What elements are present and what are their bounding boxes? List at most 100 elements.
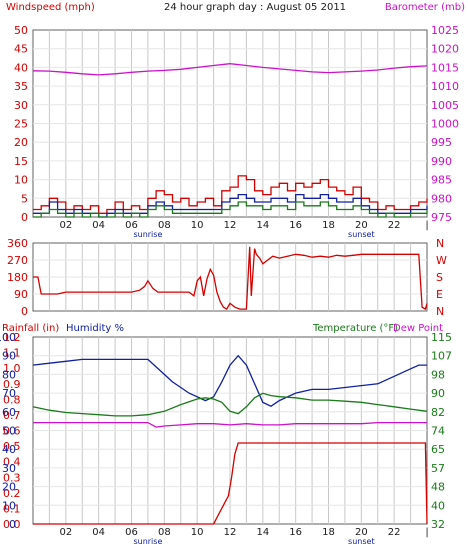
wind-panel-right-tick-label: 1025: [431, 24, 459, 37]
climate-panel-humidity-tick-label: 80: [2, 368, 16, 381]
wind-panel-x-tick-label: 04: [92, 220, 105, 231]
wind-panel-right-tick-label: 975: [431, 211, 452, 224]
wind-panel-x-tick-label: 06: [125, 220, 138, 231]
climate-panel-series-0: [32, 354, 427, 407]
wind-panel-left-tick-label: 35: [14, 80, 28, 93]
climate-panel-humidity-tick-label: 20: [2, 481, 16, 494]
direction-panel-right-tick-label: N: [436, 237, 444, 250]
climate-panel-temp-tick-label: 98: [431, 368, 445, 381]
climate-panel-humidity-tick-label: 10: [2, 499, 16, 512]
barometer-axis-title: Barometer (mb): [385, 2, 465, 13]
wind-panel-series-0: [33, 175, 428, 214]
climate-panel-x-tick-label: 10: [191, 527, 204, 538]
wind-panel-right-tick-label: 980: [431, 192, 452, 205]
wind-panel-x-tick-label: 02: [59, 220, 72, 231]
wind-panel-left-tick-label: 5: [21, 192, 28, 205]
wind-panel-x-tick-label: 18: [322, 220, 335, 231]
climate-panel-temp-tick-label: 65: [431, 443, 445, 456]
climate-panel-x-tick-label: 08: [158, 527, 171, 538]
wind-panel-right-tick-label: 1020: [431, 43, 459, 56]
wind-panel-left-tick-label: 50: [14, 24, 28, 37]
climate-panel-humidity-tick-label: 0: [9, 518, 16, 531]
wind-panel-right-tick-label: 995: [431, 136, 452, 149]
wind-panel-left-tick-label: 0: [21, 211, 28, 224]
climate-panel-rain-tick-label: 0.6: [3, 425, 21, 438]
wind-panel-left-tick-label: 45: [14, 43, 28, 56]
wind-panel-right-tick-label: 985: [431, 174, 452, 187]
climate-panel-temp-tick-label: 40: [431, 499, 445, 512]
climate-panel-humidity-tick-label: 30: [2, 462, 16, 475]
climate-panel-x-tick-label: 16: [289, 527, 302, 538]
direction-panel-left-tick-label: 90: [14, 288, 28, 301]
chart-title: 24 hour graph day : August 05 2011: [164, 2, 346, 13]
climate-panel-rain-tick-label: 1.2: [3, 331, 21, 344]
climate-panel-x-tick-label: 20: [355, 527, 368, 538]
climate-panel-rain-tick-label: 1.1: [3, 347, 21, 360]
climate-panel-rain-tick-label: 0.9: [3, 378, 21, 391]
climate-panel-x-tick-label: 18: [322, 527, 335, 538]
climate-panel-humidity-tick-label: 100: [0, 331, 16, 344]
climate-panel-rain-tick-label: 0.4: [3, 456, 21, 469]
wind-panel-left-tick-label: 40: [14, 61, 28, 74]
temperature-axis-title: Temperature (°F): [312, 323, 398, 334]
climate-panel-temp-tick-label: 82: [431, 406, 445, 419]
climate-panel-rain-tick-label: 1.0: [3, 362, 21, 375]
direction-panel-right-tick-label: S: [436, 271, 443, 284]
wind-panel-right-tick-label: 1000: [431, 118, 459, 131]
climate-panel-rain-tick-label: 0.2: [3, 487, 21, 500]
wind-panel-sunrise-label: sunrise: [133, 230, 162, 239]
wind-panel-left-tick-label: 25: [14, 118, 28, 131]
climate-panel-temp-tick-label: 74: [431, 425, 445, 438]
climate-panel-x-end-marker: |: [425, 527, 428, 538]
wind-panel-x-tick-label: 12: [224, 220, 237, 231]
climate-panel-temp-tick-label: 57: [431, 462, 445, 475]
climate-panel-rain-tick-label: 0.3: [3, 471, 21, 484]
climate-panel-rain-tick-label: 0.7: [3, 409, 21, 422]
wind-panel-x-tick-label: 16: [289, 220, 302, 231]
climate-panel-series-2: [33, 421, 427, 428]
wind-panel-sunset-label: sunset: [348, 230, 375, 239]
wind-panel-series-2: [33, 201, 428, 218]
climate-panel-sunset-label: sunset: [348, 537, 375, 546]
climate-panel-x-tick-label: 14: [256, 527, 269, 538]
climate-panel-temp-tick-label: 90: [431, 387, 445, 400]
climate-panel-temp-tick-label: 32: [431, 518, 445, 531]
climate-panel-rain-tick-label: 0.5: [3, 440, 21, 453]
climate-panel-humidity-tick-label: 40: [2, 443, 16, 456]
climate-panel-x-tick-label: 12: [224, 527, 237, 538]
humidity-axis-title: Humidity %: [66, 323, 124, 334]
wind-panel-right-tick-label: 1010: [431, 80, 459, 93]
direction-panel-left-tick-label: 180: [7, 271, 28, 284]
climate-panel-rain-tick-label: 0.0: [3, 518, 21, 531]
climate-panel-temp-tick-label: 115: [431, 331, 452, 344]
climate-panel-temp-tick-label: 107: [431, 350, 452, 363]
climate-panel-x-tick-label: 02: [59, 527, 72, 538]
wind-panel-right-tick-label: 990: [431, 155, 452, 168]
direction-panel-left-tick-label: 360: [7, 237, 28, 250]
wind-panel-x-tick-label: 10: [191, 220, 204, 231]
wind-panel-right-tick-label: 1005: [431, 99, 459, 112]
direction-panel-right-tick-label: W: [436, 254, 447, 267]
dewpoint-axis-title: Dew Point: [393, 323, 443, 334]
wind-panel-series-3: [32, 63, 428, 76]
wind-panel-left-tick-label: 10: [14, 174, 28, 187]
climate-panel-rain-tick-label: 0.8: [3, 393, 21, 406]
climate-panel-sunrise-label: sunrise: [133, 537, 162, 546]
direction-panel-right-tick-label: E: [436, 288, 443, 301]
rainfall-axis-title: Rainfall (in): [2, 323, 59, 334]
climate-panel-humidity-tick-label: 90: [2, 350, 16, 363]
direction-panel-right-tick-label: N: [436, 305, 444, 318]
climate-panel-temp-tick-label: 48: [431, 481, 445, 494]
climate-panel-humidity-tick-label: 70: [2, 387, 16, 400]
wind-panel-left-tick-label: 15: [14, 155, 28, 168]
climate-panel-rain-tick-label: 0.1: [3, 502, 21, 515]
direction-panel-series-0: [33, 246, 428, 311]
wind-panel-x-tick-label: 08: [158, 220, 171, 231]
wind-panel-left-tick-label: 30: [14, 99, 28, 112]
windspeed-axis-title: Windspeed (mph): [6, 2, 95, 13]
climate-panel-x-tick-label: 06: [125, 527, 138, 538]
climate-panel-humidity-tick-label: 60: [2, 406, 16, 419]
climate-panel-humidity-tick-label: 50: [2, 425, 16, 438]
